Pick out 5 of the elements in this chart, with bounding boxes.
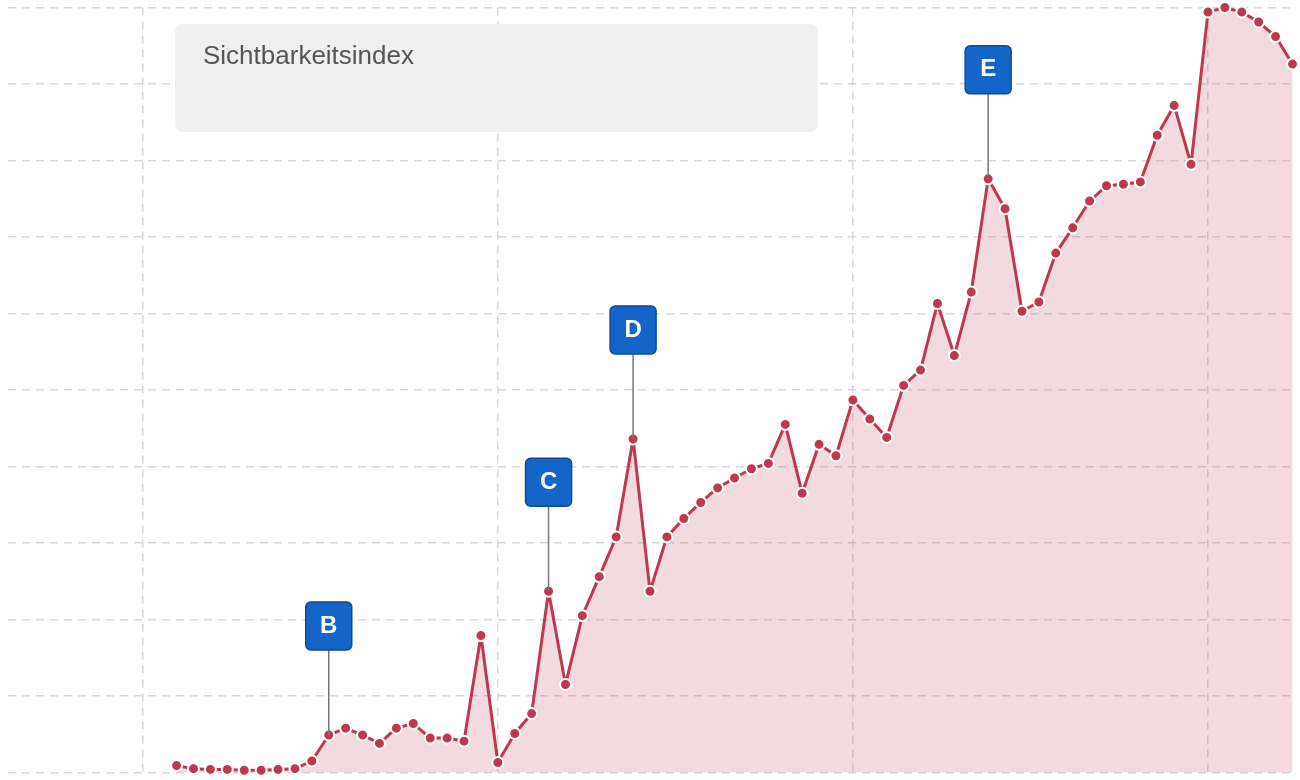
annotation: D (624, 314, 642, 342)
annotation: E (980, 54, 997, 82)
info-box: Sichtbarkeitsindex (175, 24, 818, 132)
annotation: B (320, 610, 338, 638)
annotation: C (539, 466, 558, 494)
